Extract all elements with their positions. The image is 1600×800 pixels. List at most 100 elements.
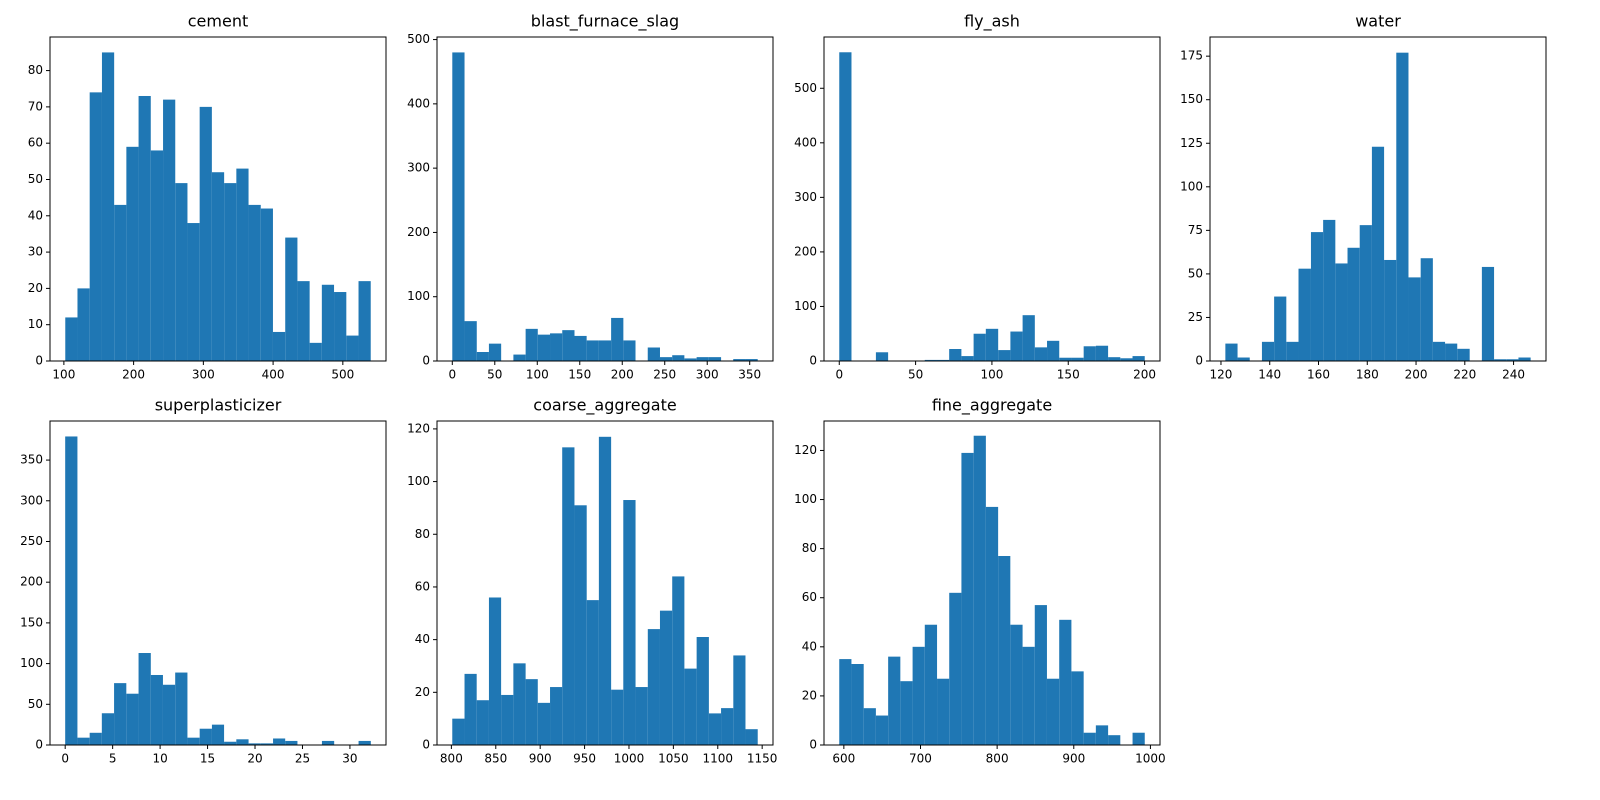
histogram-bar: [150, 150, 164, 361]
histogram-bar: [1237, 357, 1250, 361]
histogram-bar: [464, 673, 477, 745]
x-tick-label: 1000: [1135, 752, 1166, 766]
histogram-bar: [321, 740, 335, 745]
x-tick-label: 600: [832, 752, 855, 766]
plot-frame: [49, 420, 387, 746]
y-tick-label: 20: [415, 685, 430, 699]
x-tick-label: 0: [61, 752, 69, 766]
y-tick-label: 400: [794, 135, 817, 149]
histogram-bar: [745, 729, 758, 745]
y-tick-label: 400: [407, 96, 430, 110]
histogram-bar: [525, 328, 538, 361]
y-tick-label: 50: [28, 172, 43, 186]
y-tick-label: 0: [35, 354, 43, 368]
histogram-bar: [126, 693, 139, 745]
histogram-bar: [912, 646, 925, 745]
histogram-bar: [273, 738, 286, 745]
y-tick-label: 120: [407, 421, 430, 435]
histogram-bar: [1408, 277, 1421, 361]
histogram-bar: [346, 335, 359, 361]
y-tick-label: 250: [20, 534, 43, 548]
histogram-bar: [586, 340, 599, 361]
histogram-bar: [623, 500, 636, 745]
histogram-bar: [248, 743, 261, 745]
histogram-bar: [1261, 341, 1275, 361]
histogram-bar: [659, 610, 673, 745]
histogram-bar: [175, 672, 188, 745]
x-tick-label: 400: [262, 368, 285, 382]
histogram-bar: [488, 597, 502, 745]
histogram-bar: [684, 668, 697, 745]
y-tick-label: 0: [809, 354, 817, 368]
histogram-bar: [1481, 266, 1495, 361]
x-tick-label: 100: [52, 368, 75, 382]
y-tick-label: 30: [28, 245, 43, 259]
y-tick-label: 75: [1188, 223, 1203, 237]
histogram-bar: [65, 317, 78, 361]
y-tick-label: 80: [802, 541, 817, 555]
histogram-bar: [224, 183, 237, 361]
x-tick-label: 700: [909, 752, 932, 766]
y-tick-label: 500: [794, 81, 817, 95]
histogram-bar: [358, 740, 371, 745]
histogram-bar: [623, 340, 636, 361]
histogram-bar: [501, 694, 514, 745]
histogram-bar: [875, 352, 889, 361]
y-tick-label: 50: [28, 697, 43, 711]
x-tick-label: 200: [611, 368, 634, 382]
x-tick-label: 1150: [747, 752, 778, 766]
histogram-bar: [574, 335, 587, 361]
x-tick-label: 250: [653, 368, 676, 382]
y-tick-label: 150: [20, 615, 43, 629]
histogram-bar: [839, 52, 852, 361]
histogram-bar: [187, 737, 200, 745]
histogram-bar: [1083, 732, 1096, 745]
x-tick-label: 1000: [614, 752, 645, 766]
histogram-bar: [101, 713, 115, 745]
histogram-bar: [1010, 331, 1023, 361]
y-tick-label: 40: [415, 632, 430, 646]
subplot-title: fine_aggregate: [932, 396, 1052, 416]
histogram-bar: [1071, 357, 1084, 361]
histogram-bar: [888, 656, 901, 745]
y-tick-label: 100: [407, 289, 430, 303]
histogram-bar: [1120, 358, 1133, 361]
y-tick-label: 350: [20, 453, 43, 467]
y-tick-label: 200: [20, 575, 43, 589]
histogram-bar: [476, 352, 489, 361]
histogram-bar: [839, 659, 852, 745]
x-tick-label: 160: [1307, 368, 1330, 382]
x-tick-label: 100: [526, 368, 549, 382]
y-tick-label: 40: [28, 208, 43, 222]
histogram-bar: [1095, 725, 1109, 745]
x-tick-label: 100: [980, 368, 1003, 382]
subplot: fine_aggregate 600 700 800 900 1000 0 20 40 60 80 1…: [794, 396, 1166, 766]
histogram-bar: [659, 357, 673, 361]
histogram-bar: [1274, 296, 1287, 361]
histogram-bar: [851, 664, 864, 745]
histogram-bar: [175, 183, 188, 361]
y-tick-label: 150: [1180, 92, 1203, 106]
y-tick-label: 80: [415, 527, 430, 541]
y-tick-label: 0: [422, 354, 430, 368]
histogram-bar: [1420, 258, 1433, 361]
x-tick-label: 900: [1062, 752, 1085, 766]
histogram-bar: [89, 732, 102, 745]
subplot: water 120 140 160 180 200 220 240 0 25 50 75 100 125 1…: [1180, 12, 1547, 382]
histogram-bar: [513, 663, 526, 745]
histogram-bar: [1095, 345, 1109, 361]
histogram-bar: [537, 334, 551, 361]
x-tick-label: 350: [738, 368, 761, 382]
histogram-bar: [464, 321, 477, 361]
x-tick-label: 500: [331, 368, 354, 382]
histogram-bar: [733, 655, 746, 745]
histogram-bar: [525, 679, 538, 745]
histogram-bar: [537, 702, 551, 745]
histogram-bar: [598, 436, 612, 745]
histogram-bar: [187, 223, 200, 361]
histogram-bar: [647, 629, 660, 745]
histogram-bar: [1506, 359, 1519, 361]
histogram-bar: [721, 708, 734, 745]
histogram-bar: [1059, 357, 1072, 361]
histogram-bar: [924, 359, 937, 361]
